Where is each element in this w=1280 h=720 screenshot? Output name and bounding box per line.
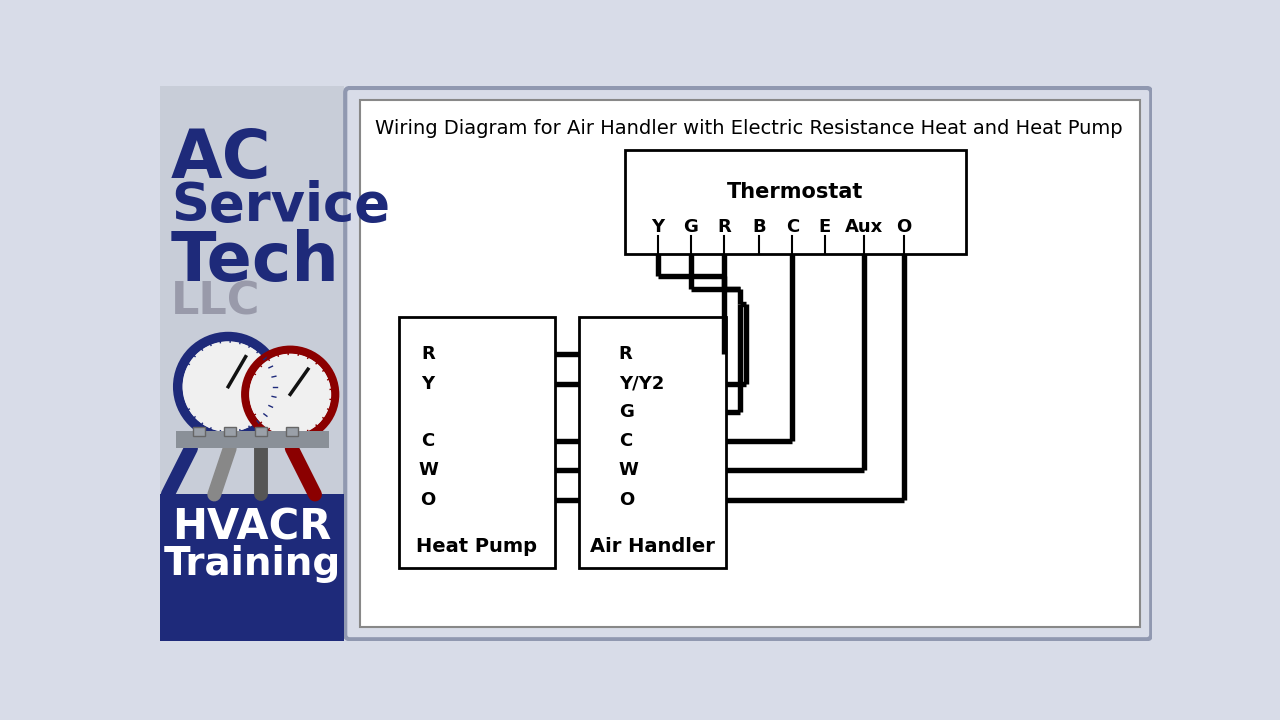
Bar <box>360 100 1139 627</box>
Text: W: W <box>419 461 438 479</box>
Text: R: R <box>717 218 731 236</box>
Text: Y: Y <box>652 218 664 236</box>
Bar <box>224 427 236 436</box>
Bar <box>192 427 205 436</box>
Circle shape <box>250 354 330 434</box>
Bar <box>160 86 344 641</box>
Text: Thermostat: Thermostat <box>727 182 864 202</box>
Bar <box>625 150 966 254</box>
Text: Tech: Tech <box>170 229 339 295</box>
Text: O: O <box>618 491 634 509</box>
FancyBboxPatch shape <box>346 88 1151 639</box>
Text: G: G <box>618 403 634 421</box>
Bar <box>285 427 298 436</box>
Text: C: C <box>421 431 435 449</box>
Bar <box>398 318 556 567</box>
Text: LLC: LLC <box>170 280 260 323</box>
Text: AC: AC <box>170 127 271 192</box>
Text: O: O <box>896 218 911 236</box>
Circle shape <box>183 342 273 431</box>
Text: E: E <box>819 218 831 236</box>
Bar <box>175 431 329 449</box>
Text: O: O <box>421 491 435 509</box>
Text: Service: Service <box>170 180 390 233</box>
Text: Heat Pump: Heat Pump <box>416 536 538 556</box>
Text: Training: Training <box>164 544 340 582</box>
Text: HVACR: HVACR <box>173 506 332 548</box>
Bar <box>160 495 344 641</box>
Text: C: C <box>786 218 799 236</box>
Bar <box>255 427 268 436</box>
Bar <box>579 318 726 567</box>
Text: Wiring Diagram for Air Handler with Electric Resistance Heat and Heat Pump: Wiring Diagram for Air Handler with Elec… <box>375 120 1123 138</box>
Text: Air Handler: Air Handler <box>590 536 714 556</box>
Text: R: R <box>618 346 632 364</box>
Text: R: R <box>421 346 435 364</box>
Text: Aux: Aux <box>845 218 883 236</box>
Text: W: W <box>618 461 639 479</box>
Text: Y: Y <box>421 374 435 392</box>
Text: C: C <box>618 431 632 449</box>
Text: B: B <box>753 218 765 236</box>
Text: Y/Y2: Y/Y2 <box>618 374 664 392</box>
Text: G: G <box>684 218 699 236</box>
